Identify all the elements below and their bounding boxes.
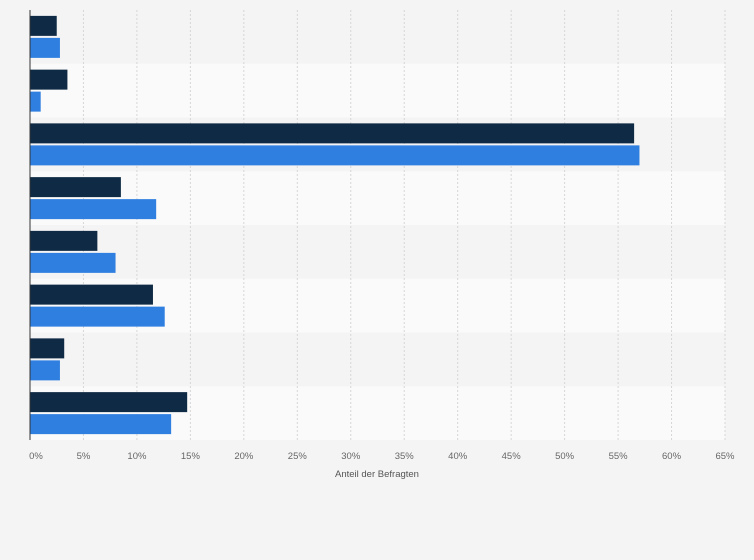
bar	[30, 69, 68, 90]
row-band	[30, 63, 725, 118]
bar	[30, 284, 153, 305]
x-tick-label: 20%	[234, 451, 254, 462]
row-band	[30, 332, 725, 387]
bar	[30, 392, 188, 413]
bar	[30, 177, 121, 198]
bars	[30, 15, 640, 435]
bar	[30, 37, 60, 58]
x-tick-labels: 0% 5% 10% 15% 20% 25% 30% 35% 40% 45% 50% 55% 60% 65%	[29, 451, 735, 462]
bar	[30, 414, 172, 435]
x-tick-label: 0%	[29, 451, 43, 462]
x-tick-label: 40%	[448, 451, 468, 462]
row-band	[30, 10, 725, 64]
x-axis-title: Anteil der Befragten	[335, 469, 419, 480]
x-tick-label: 65%	[715, 451, 735, 462]
row-bands	[30, 10, 725, 440]
bar	[30, 338, 65, 359]
x-tick-label: 10%	[127, 451, 147, 462]
bar	[30, 252, 116, 273]
bar	[30, 145, 640, 166]
x-tick-label: 45%	[502, 451, 522, 462]
x-tick-label: 15%	[181, 451, 201, 462]
bar	[30, 91, 41, 112]
bar	[30, 15, 57, 36]
x-tick-label: 35%	[395, 451, 415, 462]
x-tick-label: 55%	[609, 451, 629, 462]
bar	[30, 123, 635, 144]
x-tick-label: 30%	[341, 451, 361, 462]
x-tick-label: 60%	[662, 451, 682, 462]
x-tick-label: 50%	[555, 451, 575, 462]
bar	[30, 199, 157, 220]
x-tick-label: 5%	[77, 451, 91, 462]
row-band	[30, 225, 725, 279]
bar	[30, 360, 60, 381]
bar	[30, 306, 165, 327]
bar	[30, 230, 98, 251]
x-tick-label: 25%	[288, 451, 308, 462]
